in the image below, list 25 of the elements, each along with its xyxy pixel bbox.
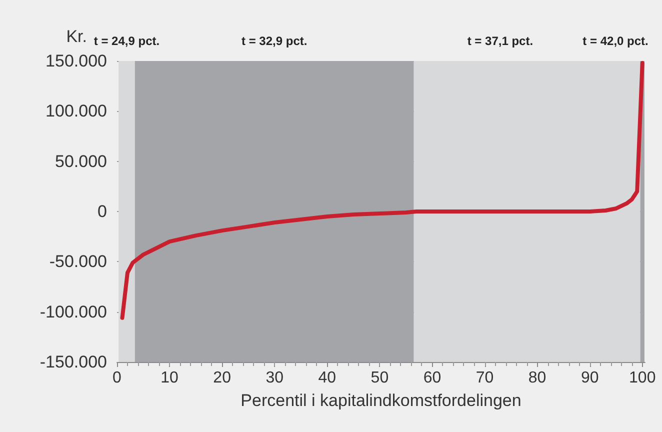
x-tick-label: 70: [476, 370, 494, 386]
band-label: t = 37,1 pct.: [467, 34, 534, 48]
line-series: [120, 61, 644, 320]
x-tick-label: 100: [629, 370, 656, 386]
x-tick-label: 30: [266, 370, 284, 386]
y-tick-label: -100.000: [40, 302, 107, 322]
x-tick-label: 10: [160, 370, 179, 386]
x-tick-label: 20: [213, 370, 232, 386]
x-tick-label: 80: [528, 370, 546, 386]
x-tick-label: 50: [370, 370, 389, 386]
x-tick-label: 0: [112, 370, 122, 386]
y-tick-label: -150.000: [40, 352, 107, 372]
y-tick-label: 150.000: [46, 52, 107, 70]
x-tick-label: 40: [318, 370, 336, 386]
y-tick-label: -50.000: [49, 252, 107, 272]
band-label: t = 32,9 pct.: [242, 34, 308, 48]
x-axis-title: Percentil i kapitalindkomstfordelingen: [240, 391, 522, 410]
y-tick-label: 50.000: [55, 152, 107, 171]
y-axis-title: Kr.: [66, 27, 87, 46]
y-tick-label: 100.000: [46, 102, 107, 121]
x-tick-label: 60: [423, 370, 442, 386]
y-tick-label: 0: [98, 202, 107, 221]
band-label: t = 42,0 pct.: [582, 34, 648, 48]
band-label: t = 24,9 pct.: [94, 34, 160, 48]
x-tick-label: 90: [580, 370, 599, 386]
